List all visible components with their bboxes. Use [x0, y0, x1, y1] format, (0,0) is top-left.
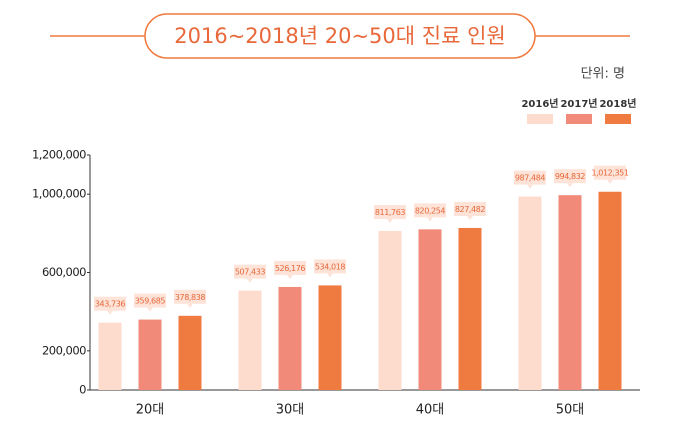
value-label: 359,685 [135, 297, 166, 306]
x-tick-label: 50대 [556, 403, 585, 418]
value-label: 378,838 [175, 293, 206, 302]
value-label: 820,254 [415, 206, 446, 215]
value-label: 526,176 [275, 264, 306, 273]
legend-swatch [527, 114, 553, 124]
value-label-pointer [527, 184, 533, 189]
bar [318, 285, 342, 390]
bar [178, 315, 202, 390]
y-tick-label: 0 [79, 383, 86, 397]
value-label-pointer [467, 215, 473, 220]
value-label-box [594, 165, 626, 180]
value-label-box [134, 293, 166, 308]
title-box [144, 13, 536, 59]
value-label-pointer [607, 179, 613, 184]
value-label-box [414, 203, 446, 218]
bar [238, 290, 262, 390]
value-label: 994,832 [555, 172, 586, 181]
value-label-box [514, 170, 546, 185]
value-label: 1,012,351 [591, 169, 628, 178]
value-label-box [374, 205, 406, 220]
x-tick-label: 20대 [136, 403, 165, 418]
chart-title: 2016~2018년 20~50대 진료 인원 [174, 24, 505, 48]
y-tick-label: 600,000 [42, 265, 86, 279]
bar [98, 322, 122, 390]
value-label: 811,763 [375, 208, 406, 217]
value-label-box [274, 260, 306, 275]
value-label-pointer [327, 273, 333, 278]
value-label-pointer [287, 274, 293, 279]
value-label-pointer [147, 307, 153, 312]
value-label: 507,433 [235, 268, 266, 277]
y-tick-label: 1,200,000 [32, 148, 86, 162]
bar [278, 286, 302, 390]
value-label-box [454, 201, 486, 216]
x-tick-label: 40대 [416, 403, 445, 418]
bar [458, 227, 482, 390]
value-label-box [174, 289, 206, 304]
value-label-pointer [427, 217, 433, 222]
value-label-pointer [387, 219, 393, 224]
legend-swatch [566, 114, 592, 124]
value-label: 987,484 [515, 174, 546, 183]
legend-label: 2016년 [521, 97, 558, 110]
bar [418, 229, 442, 390]
x-tick-label: 30대 [276, 403, 305, 418]
value-label-pointer [187, 303, 193, 308]
bar [518, 196, 542, 390]
value-label-pointer [567, 183, 573, 188]
bar [378, 231, 402, 390]
legend-label: 2018년 [599, 97, 636, 110]
value-label-box [314, 259, 346, 274]
y-tick-label: 200,000 [42, 343, 86, 357]
bar [598, 191, 622, 390]
value-label-box [554, 169, 586, 184]
value-label: 343,736 [95, 300, 126, 309]
value-label-box [94, 296, 126, 311]
value-label-box [234, 264, 266, 279]
bar [138, 319, 162, 390]
value-label-pointer [107, 310, 113, 315]
y-tick-label: 1,000,000 [32, 187, 86, 201]
value-label-pointer [247, 278, 253, 283]
legend-swatch [605, 114, 631, 124]
unit-label: 단위: 명 [581, 67, 625, 82]
value-label: 827,482 [455, 205, 486, 214]
legend-label: 2017년 [560, 97, 597, 110]
bar [558, 195, 582, 390]
value-label: 534,018 [315, 262, 346, 271]
